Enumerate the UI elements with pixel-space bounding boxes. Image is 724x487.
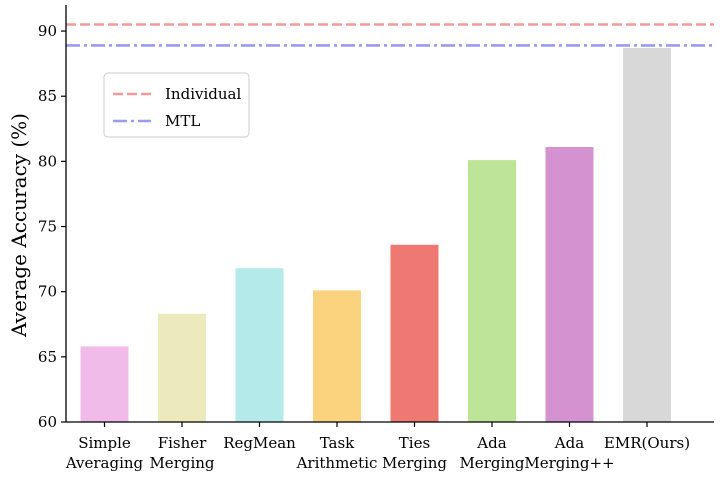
x-tick-label: Merging++ — [524, 454, 614, 472]
bar-3 — [313, 290, 361, 422]
x-tick-label: Ada — [554, 434, 584, 452]
x-tick-label: Ada — [476, 434, 506, 452]
x-tick-label: Merging — [382, 454, 447, 472]
y-tick-label: 85 — [38, 87, 57, 105]
x-tick-label: Task — [320, 434, 355, 452]
x-tick-label: Merging — [149, 454, 214, 472]
bar-1 — [158, 313, 206, 422]
y-tick-label: 90 — [38, 22, 57, 40]
y-tick-label: 65 — [38, 348, 57, 366]
y-tick-label: 80 — [38, 152, 57, 170]
x-tick-label: Averaging — [65, 454, 144, 472]
y-axis-title-group: Average Accuracy (%) — [7, 113, 31, 338]
bar-0 — [80, 346, 129, 422]
axes-group: 60 65 70 75 80 85 90 Simple Averaging Fisher Mergi… — [38, 5, 714, 472]
reference-lines-group — [66, 23, 714, 47]
bar-7 — [623, 48, 671, 422]
bar-5 — [468, 160, 516, 422]
y-axis-title: Average Accuracy (%) — [7, 113, 31, 338]
x-tick-label: Arithmetic — [296, 454, 378, 472]
legend-label-individual: Individual — [165, 85, 241, 103]
x-tick-label: Ties — [399, 434, 430, 452]
x-tick-label: Simple — [78, 434, 131, 452]
legend: Individual MTL — [103, 72, 250, 138]
y-tick-label: 60 — [38, 413, 57, 431]
bars-group — [80, 48, 671, 422]
legend-label-mtl: MTL — [165, 112, 200, 130]
x-tick-label: Merging — [459, 454, 524, 472]
y-tick-label: 75 — [38, 218, 57, 236]
bar-4 — [390, 244, 439, 422]
x-tick-label: RegMean — [223, 434, 296, 452]
y-tick-label: 70 — [38, 283, 57, 301]
bar-2 — [235, 268, 284, 422]
bar-6 — [545, 147, 594, 422]
x-tick-label: EMR(Ours) — [604, 434, 690, 452]
x-tick-label: Fisher — [158, 434, 207, 452]
